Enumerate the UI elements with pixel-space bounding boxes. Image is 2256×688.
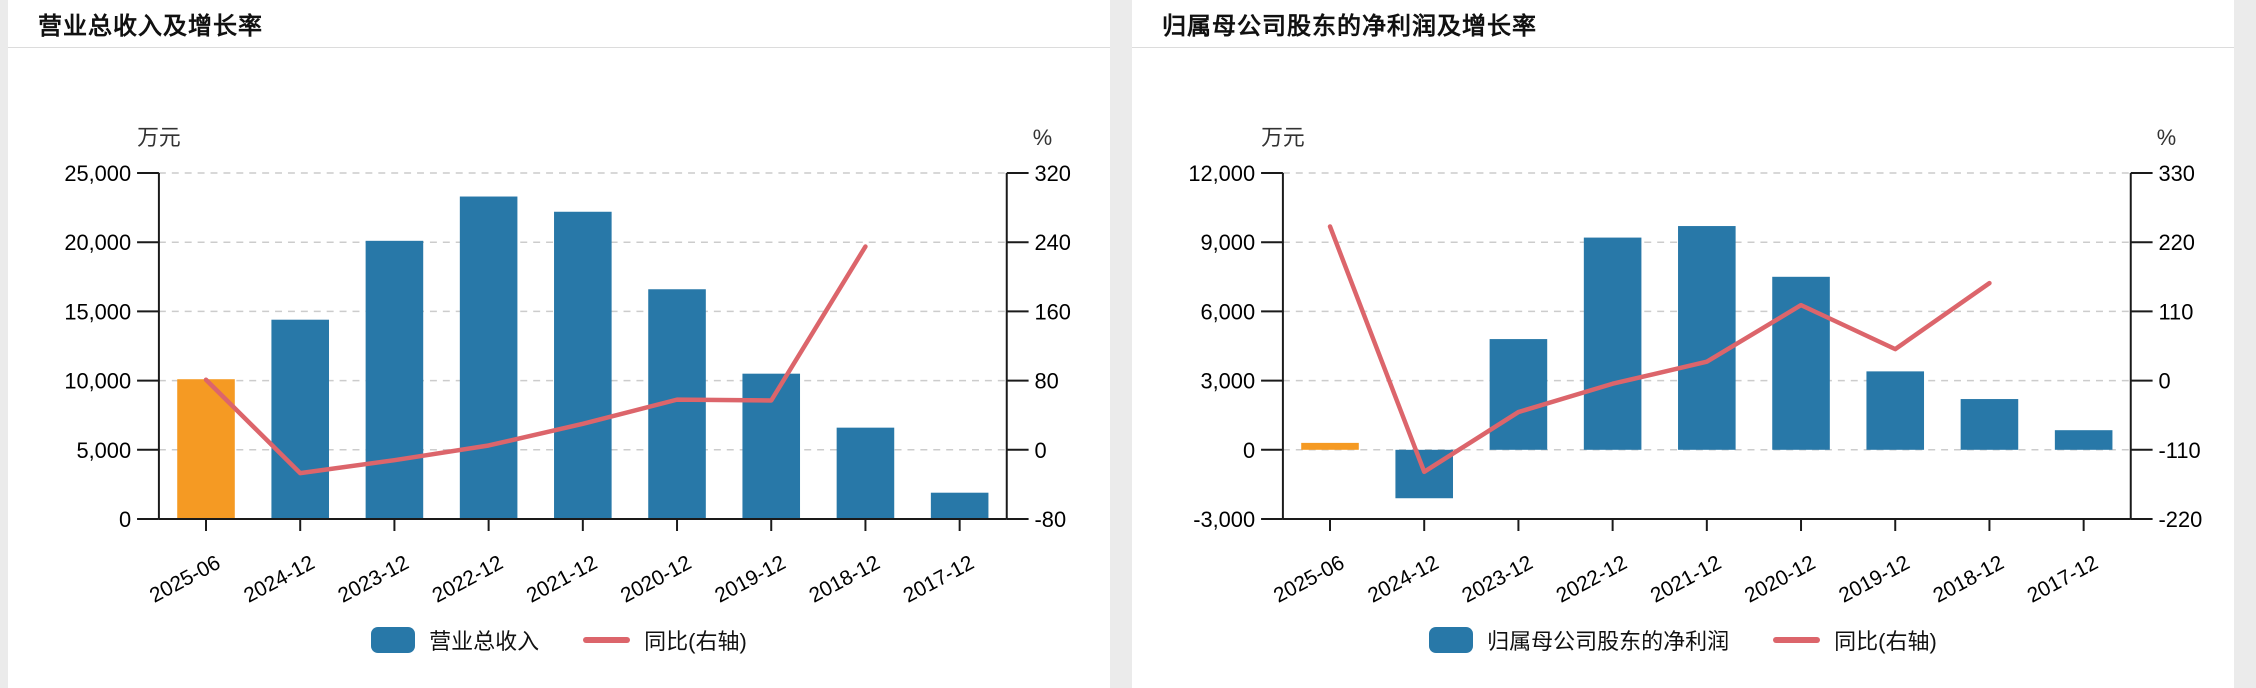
revenue-chart-area: 0 5,000 10,000 15,000 20,000 25,000 -80 0 80 160 2… — [8, 48, 1110, 620]
bar-2025-06[interactable] — [1301, 442, 1359, 450]
bar-2019-12[interactable] — [1866, 371, 1925, 450]
bar-2023-12[interactable] — [1489, 339, 1548, 450]
x-axis-label-2024-12: 2024-12 — [240, 551, 318, 608]
right-axis-tick-label: 240 — [1035, 230, 1071, 255]
bar-2022-12[interactable] — [1583, 237, 1642, 450]
bar-2021-12[interactable] — [554, 211, 612, 519]
left-axis-tick-label: 15,000 — [64, 299, 131, 324]
bar-2023-12[interactable] — [365, 240, 424, 520]
axes: -3,000 0 3,000 6,000 9,000 12,000 -220 -110 0 110… — [1188, 161, 2202, 532]
left-axis-tick-label: 5,000 — [76, 438, 131, 463]
x-axis-label-2022-12: 2022-12 — [1553, 551, 1631, 608]
net-profit-line-legend-label[interactable]: 同比(右轴) — [1834, 629, 1937, 654]
x-axis-label-2017-12: 2017-12 — [2024, 551, 2102, 608]
bar-series[interactable] — [177, 196, 989, 520]
right-axis-tick-label: 160 — [1035, 299, 1071, 324]
x-axis-labels: 2025-06 2024-12 2023-12 2022-12 2021-12 2020-… — [1270, 519, 2102, 608]
x-axis-label-2023-12: 2023-12 — [1458, 551, 1536, 608]
right-axis-unit-label: % — [2157, 125, 2176, 150]
revenue-line-swatch[interactable] — [583, 637, 631, 643]
left-axis-tick-label: 12,000 — [1188, 161, 1255, 186]
left-axis-tick-label: 0 — [119, 507, 131, 532]
growth-rate-line[interactable] — [203, 244, 868, 476]
left-axis-tick-label: 3,000 — [1200, 369, 1255, 394]
bar-2019-12[interactable] — [742, 373, 801, 519]
bar-2025-06[interactable] — [177, 379, 235, 519]
right-axis-tick-label: 0 — [2159, 369, 2171, 394]
net-profit-chart-panel: 归属母公司股东的净利润及增长率 -3,000 0 3,000 6,000 9,000 12… — [1132, 0, 2234, 688]
revenue-line-legend-label[interactable]: 同比(右轴) — [644, 629, 747, 654]
left-axis-tick-label: 20,000 — [64, 230, 131, 255]
net-profit-chart-area: -3,000 0 3,000 6,000 9,000 12,000 -220 -110 0 110… — [1132, 48, 2234, 620]
x-axis-label-2019-12: 2019-12 — [1835, 551, 1913, 608]
revenue-bar-legend-label[interactable]: 营业总收入 — [429, 629, 540, 654]
revenue-chart-svg: 0 5,000 10,000 15,000 20,000 25,000 -80 0 80 160 2… — [64, 125, 1071, 608]
x-axis-label-2024-12: 2024-12 — [1364, 551, 1442, 608]
x-axis-label-2019-12: 2019-12 — [711, 551, 789, 608]
bar-2017-12[interactable] — [930, 492, 989, 519]
right-axis-tick-label: 330 — [2159, 161, 2195, 186]
x-axis-labels: 2025-06 2024-12 2023-12 2022-12 2021-12 2020-… — [146, 519, 978, 608]
right-axis-unit-label: % — [1033, 125, 1052, 150]
right-axis-tick-label: 320 — [1035, 161, 1071, 186]
x-axis-label-2017-12: 2017-12 — [900, 551, 978, 608]
revenue-chart-title: 营业总收入及增长率 — [8, 0, 1110, 48]
left-axis-unit-label: 万元 — [137, 125, 181, 150]
x-axis-label-2020-12: 2020-12 — [1741, 551, 1819, 608]
net-profit-chart-svg: -3,000 0 3,000 6,000 9,000 12,000 -220 -110 0 110… — [1188, 125, 2202, 608]
bar-2024-12[interactable] — [271, 319, 330, 519]
bar-2021-12[interactable] — [1678, 226, 1736, 450]
left-axis-tick-label: 9,000 — [1200, 230, 1255, 255]
right-axis-tick-label: 110 — [2159, 299, 2194, 324]
right-axis-tick-label: 220 — [2159, 230, 2195, 255]
left-axis-tick-label: 6,000 — [1200, 299, 1255, 324]
bar-2017-12[interactable] — [2054, 430, 2113, 450]
x-axis-label-2020-12: 2020-12 — [617, 551, 695, 608]
net-profit-chart-title: 归属母公司股东的净利润及增长率 — [1132, 0, 2234, 48]
revenue-bar-swatch[interactable] — [371, 627, 416, 653]
x-axis-label-2025-06: 2025-06 — [146, 551, 224, 608]
left-axis-tick-label: 10,000 — [64, 369, 131, 394]
bar-2020-12[interactable] — [1772, 276, 1830, 450]
revenue-chart-panel: 营业总收入及增长率 0 5,000 10,000 15,000 20,000 25,000… — [8, 0, 1110, 688]
right-axis-tick-label: -110 — [2159, 438, 2201, 463]
bar-2018-12[interactable] — [836, 427, 895, 519]
right-axis-tick-label: -80 — [1035, 507, 1067, 532]
x-axis-label-2021-12: 2021-12 — [1647, 551, 1725, 608]
net-profit-line-swatch[interactable] — [1773, 637, 1821, 643]
bar-series[interactable] — [1301, 226, 2113, 499]
x-axis-label-2018-12: 2018-12 — [805, 551, 883, 608]
left-axis-tick-label: 25,000 — [64, 161, 131, 186]
net-profit-bar-swatch[interactable] — [1429, 627, 1474, 653]
x-axis-label-2025-06: 2025-06 — [1270, 551, 1348, 608]
x-axis-label-2021-12: 2021-12 — [523, 551, 601, 608]
left-axis-tick-label: 0 — [1243, 438, 1255, 463]
right-axis-tick-label: 0 — [1035, 438, 1047, 463]
left-axis-tick-label: -3,000 — [1193, 507, 1255, 532]
growth-rate-line[interactable] — [1327, 224, 1992, 475]
x-axis-label-2023-12: 2023-12 — [334, 551, 412, 608]
x-axis-label-2018-12: 2018-12 — [1929, 551, 2007, 608]
x-axis-label-2022-12: 2022-12 — [429, 551, 507, 608]
right-axis-tick-label: 80 — [1035, 369, 1059, 394]
left-axis-unit-label: 万元 — [1261, 125, 1305, 150]
net-profit-bar-legend-label[interactable]: 归属母公司股东的净利润 — [1487, 629, 1730, 654]
revenue-chart-legend: 营业总收入 同比(右轴) — [8, 624, 1110, 656]
bar-2018-12[interactable] — [1960, 399, 2019, 450]
bar-2022-12[interactable] — [459, 196, 518, 519]
net-profit-chart-legend: 归属母公司股东的净利润 同比(右轴) — [1132, 624, 2234, 656]
right-axis-tick-label: -220 — [2159, 507, 2203, 532]
